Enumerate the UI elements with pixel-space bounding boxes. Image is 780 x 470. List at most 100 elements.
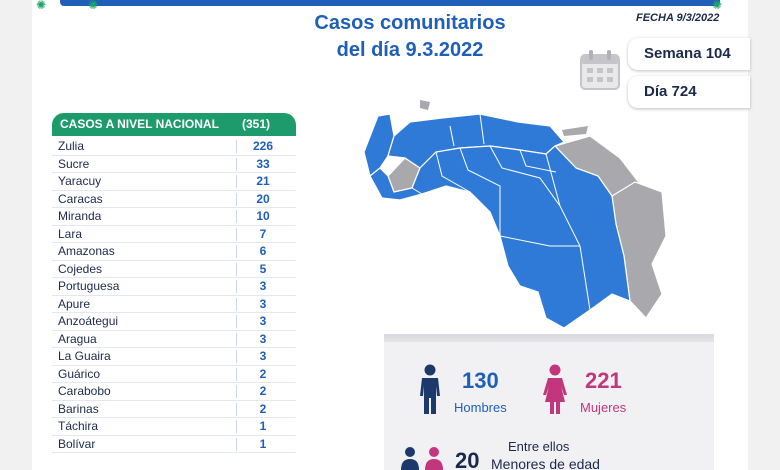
page-title: Casos comunitarios del día 9.3.2022 xyxy=(240,10,580,64)
date-label: FECHA 9/3/2022 xyxy=(636,12,720,24)
case-count: 33 xyxy=(256,156,270,171)
week-badge: Semana 104 xyxy=(628,38,750,70)
table-row: Sucre 33 xyxy=(52,156,296,173)
state-name: La Guaira xyxy=(58,349,111,363)
table-row: Zulia 226 xyxy=(52,138,296,156)
female-label: Mujeres xyxy=(580,400,627,415)
row-divider xyxy=(236,140,237,153)
state-name: Aragua xyxy=(58,331,97,346)
male-label: Hombres xyxy=(454,400,507,415)
table-row: Bolívar 1 xyxy=(52,436,296,453)
table-row: Cojedes 5 xyxy=(52,261,296,278)
case-count: 2 xyxy=(259,366,267,381)
row-divider xyxy=(236,227,237,241)
row-divider xyxy=(236,402,237,416)
minors-count: 20 xyxy=(455,448,480,470)
table-row: Guárico 2 xyxy=(52,366,296,383)
state-name: Anzoátegui xyxy=(58,314,119,328)
case-count: 20 xyxy=(256,191,270,206)
row-divider xyxy=(236,385,237,398)
row-divider xyxy=(236,350,237,363)
state-name: Yaracuy xyxy=(58,174,102,188)
table-row: Táchira 1 xyxy=(52,418,296,436)
state-name: Cojedes xyxy=(58,261,103,276)
row-divider xyxy=(236,332,237,346)
cases-table: Zulia 226 Sucre 33 Yaracuy 21 Caracas 20 Miranda… xyxy=(52,138,296,453)
children-icon xyxy=(401,447,443,470)
map-region-unaffected xyxy=(420,100,430,110)
virus-deco-icon: ✺ xyxy=(88,0,99,12)
table-row: Anzoátegui 3 xyxy=(52,313,296,331)
virus-deco-icon: ✺ xyxy=(712,0,723,12)
case-count: 2 xyxy=(259,384,267,398)
top-band: ✺ ✺ ✺ xyxy=(32,0,748,12)
title-line-1: Casos comunitarios xyxy=(314,12,506,34)
virus-deco-icon: ✺ xyxy=(36,0,47,12)
national-cases-total: (351) xyxy=(241,117,270,131)
state-name: Sucre xyxy=(58,156,90,171)
row-divider xyxy=(236,175,237,188)
map-region-unaffected xyxy=(562,126,588,136)
table-row: Miranda 10 xyxy=(52,208,296,226)
map-region-affected xyxy=(363,113,395,178)
case-count: 3 xyxy=(259,349,267,363)
row-divider xyxy=(236,157,237,171)
state-name: Carabobo xyxy=(58,384,111,398)
male-person-icon xyxy=(420,364,440,414)
table-row: La Guaira 3 xyxy=(52,348,296,366)
stats-panel xyxy=(384,342,714,470)
national-cases-title: CASOS A NIVEL NACIONAL xyxy=(60,117,219,131)
calendar-icon xyxy=(580,50,620,90)
row-divider xyxy=(236,262,237,276)
case-count: 2 xyxy=(259,401,267,416)
map-region-affected xyxy=(369,145,631,329)
case-count: 21 xyxy=(256,174,270,188)
case-count: 1 xyxy=(259,436,267,451)
female-person-icon xyxy=(543,364,567,414)
state-name: Lara xyxy=(58,226,83,241)
state-name: Barinas xyxy=(58,401,99,416)
state-name: Miranda xyxy=(58,209,102,223)
case-count: 1 xyxy=(259,419,267,433)
case-count: 3 xyxy=(259,279,267,293)
case-count: 226 xyxy=(252,139,274,153)
female-count: 221 xyxy=(585,368,622,393)
row-divider xyxy=(236,192,237,206)
table-row: Yaracuy 21 xyxy=(52,173,296,191)
row-divider xyxy=(236,367,237,381)
left-margin-strip xyxy=(0,0,32,470)
title-line-2: del día 9.3.2022 xyxy=(336,39,484,61)
row-divider xyxy=(236,210,237,223)
case-count: 3 xyxy=(259,331,267,346)
case-count: 10 xyxy=(256,209,270,223)
row-divider xyxy=(236,245,237,258)
state-name: Apure xyxy=(58,296,91,311)
right-margin-strip xyxy=(748,0,780,470)
table-row: Barinas 2 xyxy=(52,401,296,418)
row-divider xyxy=(236,420,237,433)
minors-label: Menores de edad xyxy=(491,456,600,470)
case-count: 7 xyxy=(259,226,267,241)
case-count: 3 xyxy=(259,296,267,311)
top-banner-bar xyxy=(60,0,720,6)
state-name: Bolívar xyxy=(58,436,96,451)
table-row: Portuguesa 3 xyxy=(52,278,296,296)
row-divider xyxy=(236,315,237,328)
row-divider xyxy=(236,280,237,293)
state-name: Amazonas xyxy=(58,244,115,258)
case-count: 6 xyxy=(259,244,267,258)
entre-ellos-label: Entre ellos xyxy=(508,439,570,454)
table-row: Carabobo 2 xyxy=(52,383,296,401)
case-count: 3 xyxy=(259,314,267,328)
table-row: Lara 7 xyxy=(52,226,296,243)
state-name: Portuguesa xyxy=(58,279,120,293)
table-row: Apure 3 xyxy=(52,296,296,313)
state-name: Zulia xyxy=(58,139,85,153)
row-divider xyxy=(236,297,237,311)
table-row: Aragua 3 xyxy=(52,331,296,348)
venezuela-map xyxy=(363,100,667,329)
male-count: 130 xyxy=(462,368,499,393)
state-name: Guárico xyxy=(58,366,101,381)
table-row: Caracas 20 xyxy=(52,191,296,208)
national-cases-header: CASOS A NIVEL NACIONAL (351) xyxy=(52,113,296,136)
